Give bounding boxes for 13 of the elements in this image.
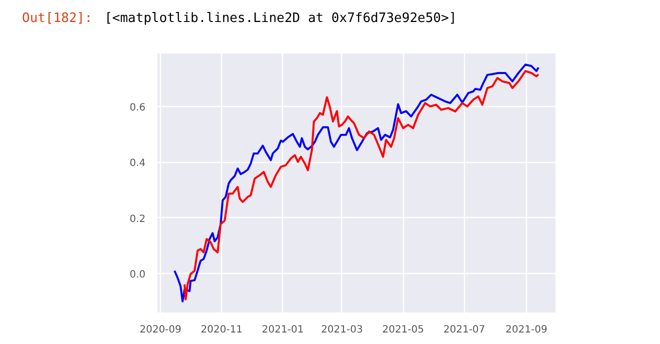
text: [<matplotlib.lines.Line2D at 0x7f6d73e92e50>] bbox=[104, 11, 457, 26]
y-tick-label: 0.0 bbox=[130, 270, 146, 281]
y-tick-label: 0.4 bbox=[130, 158, 146, 170]
x-tick-label: 2021-09 bbox=[506, 324, 548, 336]
y-tick-label: 0.6 bbox=[130, 102, 146, 114]
x-tick-label: 2021-05 bbox=[382, 324, 424, 336]
x-tick-label: 2020-11 bbox=[200, 324, 243, 336]
x-tick-label: 2021-01 bbox=[262, 324, 304, 336]
x-tick-label: 2021-03 bbox=[321, 324, 363, 336]
x-tick-label: 2020-09 bbox=[140, 324, 182, 336]
text: Out[182]: bbox=[22, 11, 92, 26]
y-tick-label: 0.2 bbox=[130, 214, 146, 225]
x-tick-label: 2021-07 bbox=[443, 324, 486, 336]
